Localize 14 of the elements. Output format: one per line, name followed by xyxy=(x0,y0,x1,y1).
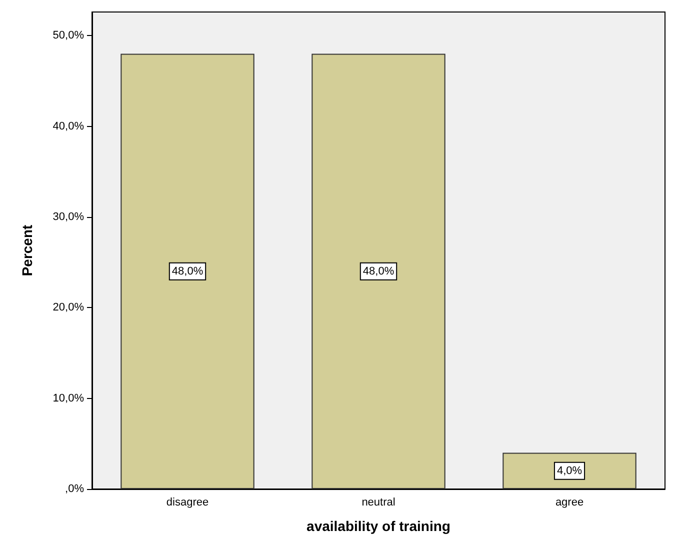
x-tick-label: agree xyxy=(555,496,584,508)
data-label: 48,0% xyxy=(362,265,394,278)
y-tick-label: 10,0% xyxy=(52,392,84,404)
y-tick-label: ,0% xyxy=(65,483,84,495)
y-tick-label: 30,0% xyxy=(52,210,84,223)
y-tick-label: 20,0% xyxy=(52,302,84,314)
x-tick-label: neutral xyxy=(362,496,396,508)
y-tick-label: 50,0% xyxy=(52,30,84,42)
data-label: 4,0% xyxy=(556,464,582,477)
x-axis-title: availability of training xyxy=(306,518,450,534)
x-tick-label: disagree xyxy=(166,496,209,508)
data-label: 48,0% xyxy=(172,265,204,278)
y-axis-title: Percent xyxy=(19,224,35,276)
y-tick-label: 40,0% xyxy=(52,120,84,132)
